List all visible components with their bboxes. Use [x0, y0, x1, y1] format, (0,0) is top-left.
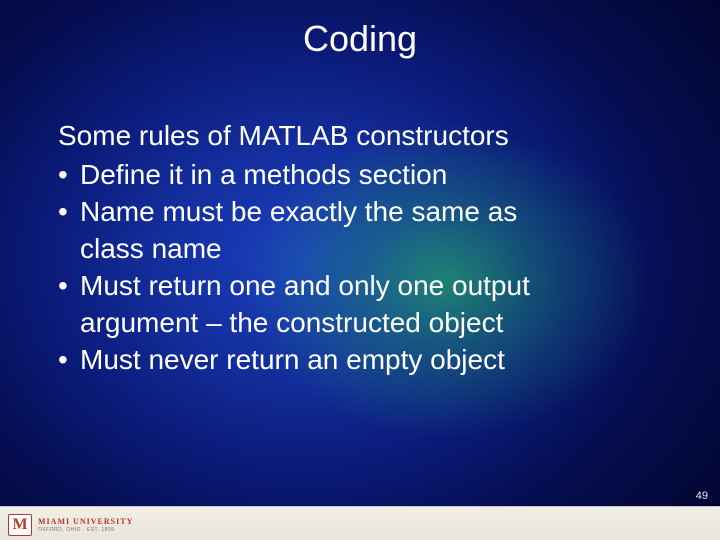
bullet-mark: •	[58, 157, 80, 194]
bullet-text: Name must be exactly the same as	[80, 194, 660, 231]
logo-text: MIAMI UNIVERSITY OXFORD, OHIO · EST. 180…	[38, 518, 133, 533]
slide: Coding Some rules of MATLAB constructors…	[0, 0, 720, 540]
body-lead: Some rules of MATLAB constructors	[58, 118, 660, 155]
bullet-item: • Name must be exactly the same as	[58, 194, 660, 231]
bullet-text: Must return one and only one output	[80, 268, 660, 305]
bullet-text: Must never return an empty object	[80, 342, 660, 379]
slide-body: Some rules of MATLAB constructors • Defi…	[58, 118, 660, 379]
bullet-mark: •	[58, 268, 80, 305]
bullet-text: Define it in a methods section	[80, 157, 660, 194]
university-logo: M MIAMI UNIVERSITY OXFORD, OHIO · EST. 1…	[8, 514, 133, 536]
logo-line2: OXFORD, OHIO · EST. 1809	[38, 528, 133, 533]
bullet-text-line: Must return one and only one output	[80, 270, 530, 301]
bullet-continuation: class name	[58, 231, 660, 268]
slide-title: Coding	[0, 18, 720, 60]
bullet-continuation: argument – the constructed object	[58, 305, 660, 342]
logo-line1: MIAMI UNIVERSITY	[38, 518, 133, 526]
page-number: 49	[696, 490, 708, 502]
bullet-text-line: Name must be exactly the same as	[80, 196, 517, 227]
bullet-mark: •	[58, 342, 80, 379]
bullet-item: • Must never return an empty object	[58, 342, 660, 379]
footer-bar: M MIAMI UNIVERSITY OXFORD, OHIO · EST. 1…	[0, 506, 720, 540]
logo-badge-icon: M	[8, 514, 32, 536]
bullet-item: • Define it in a methods section	[58, 157, 660, 194]
bullet-mark: •	[58, 194, 80, 231]
bullet-item: • Must return one and only one output	[58, 268, 660, 305]
